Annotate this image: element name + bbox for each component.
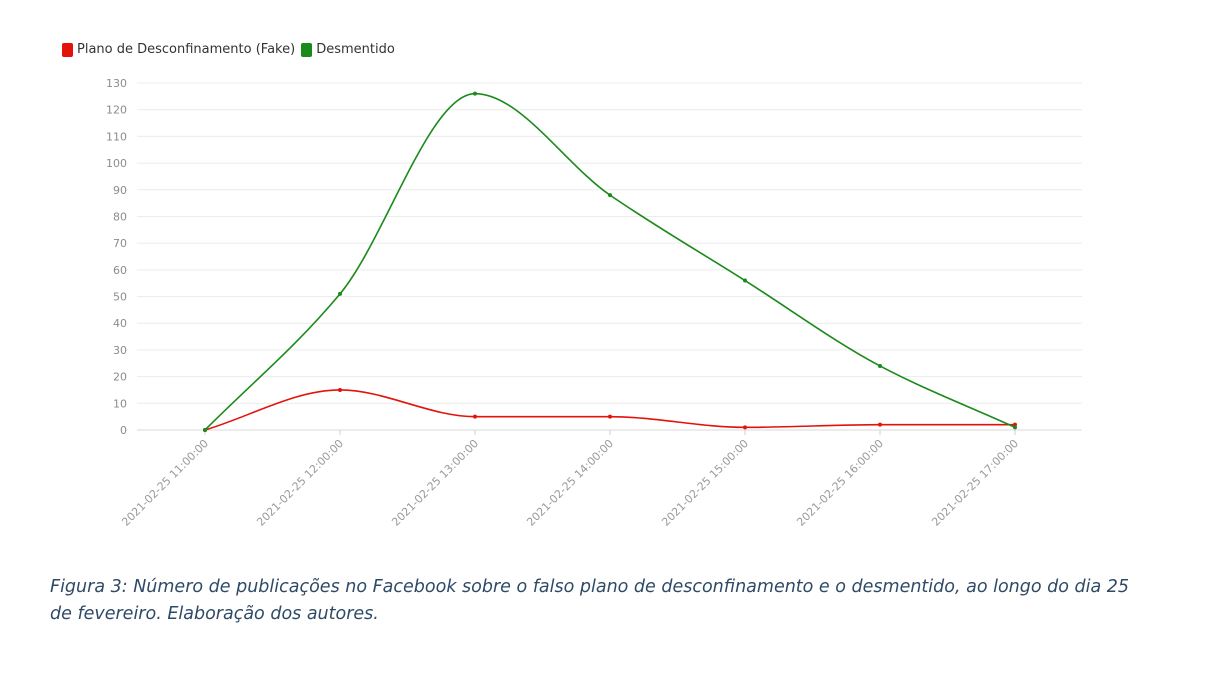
data-point-desmentido — [203, 428, 207, 432]
y-tick-label: 20 — [113, 371, 127, 384]
legend-label-desmentido: Desmentido — [316, 42, 395, 57]
series-line-fake — [204, 389, 1015, 431]
y-tick-label: 80 — [113, 210, 127, 223]
figure-caption: Figura 3: Número de publicações no Faceb… — [50, 577, 1130, 624]
legend-swatch-fake — [62, 42, 73, 57]
x-tick-label: 2021-02-25 13:00:00 — [389, 437, 481, 529]
data-point-fake — [878, 422, 882, 427]
x-tick-label: 2021-02-25 12:00:00 — [254, 437, 346, 529]
y-tick-label: 60 — [113, 264, 127, 277]
data-point-fake — [473, 414, 477, 419]
legend-item-desmentido[interactable]: Desmentido — [301, 42, 395, 57]
x-tick-label: 2021-02-25 15:00:00 — [659, 437, 751, 529]
data-point-desmentido — [338, 291, 342, 296]
x-tick-label: 2021-02-25 17:00:00 — [929, 437, 1021, 529]
y-tick-label: 130 — [106, 77, 127, 90]
data-point-desmentido — [473, 91, 477, 96]
legend-swatch-desmentido — [301, 42, 313, 57]
data-point-desmentido — [608, 193, 612, 198]
data-point-fake — [338, 387, 342, 392]
y-tick-label: 30 — [113, 344, 127, 357]
x-tick-label: 2021-02-25 11:00:00 — [119, 437, 211, 529]
series-line-desmentido — [204, 92, 1016, 431]
chart: Plano de Desconfinamento (Fake) Desmenti… — [62, 42, 1082, 529]
data-point-desmentido — [1013, 425, 1017, 430]
y-tick-label: 0 — [120, 424, 127, 437]
data-point-fake — [608, 414, 612, 419]
y-tick-label: 120 — [106, 104, 127, 117]
y-tick-label: 10 — [113, 397, 127, 410]
legend: Plano de Desconfinamento (Fake) Desmenti… — [62, 42, 401, 57]
plot-area: 0 10 20 30 40 50 60 70 80 90 100 110 120 130 2021-02-2… — [106, 77, 1082, 529]
y-tick-label: 40 — [113, 317, 127, 330]
data-point-desmentido — [878, 363, 882, 368]
y-tick-label: 70 — [113, 237, 127, 250]
y-tick-label: 110 — [106, 130, 127, 143]
data-point-desmentido — [743, 278, 747, 283]
y-tick-label: 100 — [106, 157, 127, 170]
y-tick-label: 50 — [113, 291, 127, 304]
legend-label-fake: Plano de Desconfinamento (Fake) — [77, 42, 296, 57]
x-tick-label: 2021-02-25 14:00:00 — [524, 437, 616, 529]
y-tick-label: 90 — [113, 184, 127, 197]
legend-item-fake[interactable]: Plano de Desconfinamento (Fake) — [62, 42, 295, 57]
data-point-fake — [743, 425, 747, 430]
x-tick-label: 2021-02-25 16:00:00 — [794, 437, 886, 529]
